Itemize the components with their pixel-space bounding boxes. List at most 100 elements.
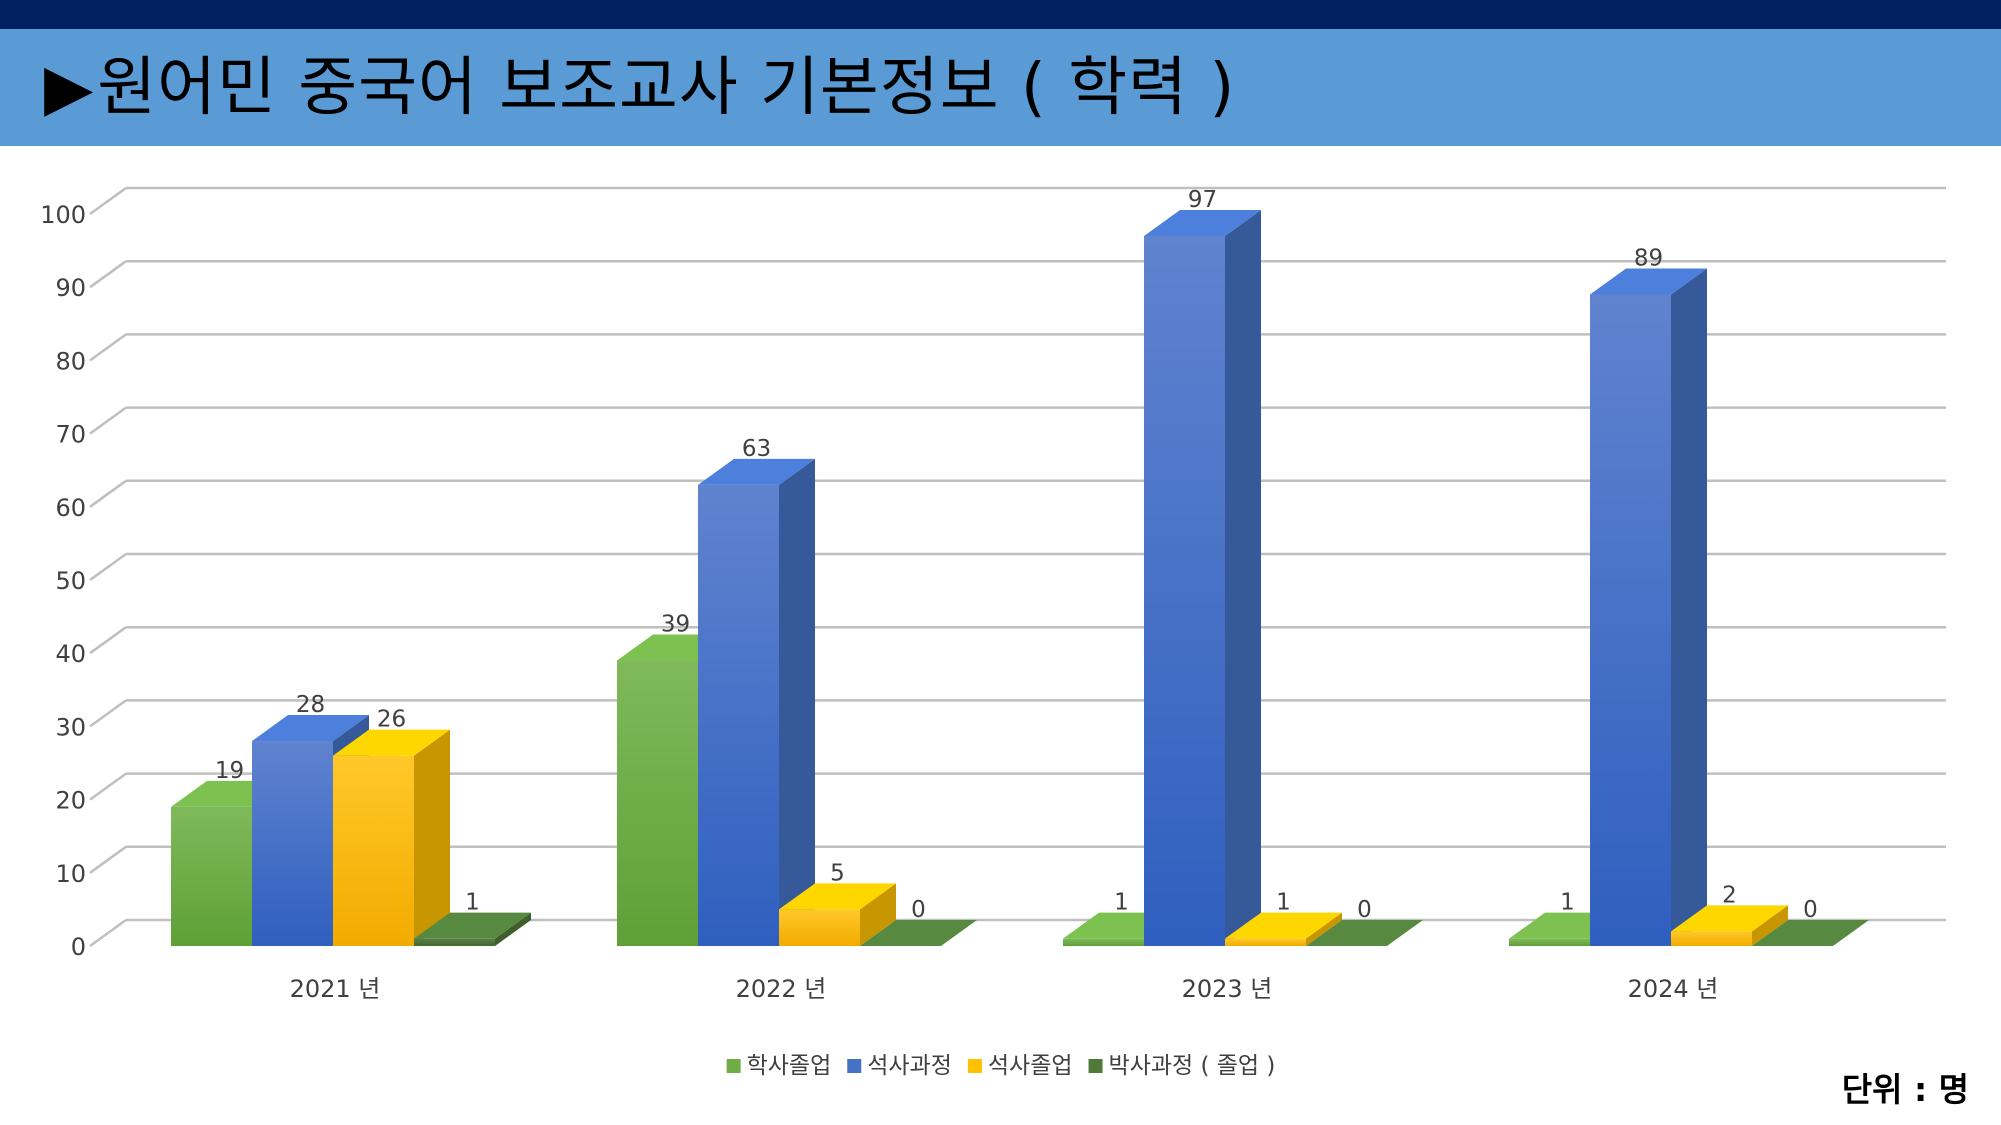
bar xyxy=(1752,920,1869,946)
bar-top xyxy=(860,920,977,946)
y-tick-label: 100 xyxy=(40,201,86,229)
bar xyxy=(1590,268,1707,946)
x-tick-label: 2024 년 xyxy=(1628,975,1719,1003)
bar-front xyxy=(1225,938,1306,946)
bar-front xyxy=(779,909,860,946)
data-label: 2 xyxy=(1722,882,1737,908)
bar-top xyxy=(1590,268,1707,295)
bar-front xyxy=(252,741,333,946)
gridline-diagonal xyxy=(89,626,127,655)
data-label: 97 xyxy=(1188,187,1217,213)
unit-label: 단위 : 명 xyxy=(1841,1070,1969,1109)
bar-top xyxy=(333,729,450,756)
bar-side xyxy=(1306,912,1342,946)
bar-front xyxy=(171,806,252,946)
y-tick-label: 70 xyxy=(55,421,86,449)
x-tick-label: 2021 년 xyxy=(290,975,381,1003)
bar-side xyxy=(1752,905,1788,946)
data-label: 1 xyxy=(1560,890,1575,916)
y-tick-label: 90 xyxy=(55,274,86,302)
bar-top xyxy=(1306,920,1423,946)
gridline-diagonal xyxy=(89,699,127,728)
y-tick-label: 40 xyxy=(55,640,86,668)
x-axis: 2021 년 2022 년 2023 년 2024 년 xyxy=(290,975,1719,1003)
data-label: 1 xyxy=(465,890,480,916)
legend-item: 석사졸업 xyxy=(967,1053,1073,1079)
gridline-diagonal xyxy=(89,845,127,874)
y-tick-label: 0 xyxy=(71,933,86,961)
legend-item: 석사과정 xyxy=(847,1053,952,1079)
legend-label: 박사과정 ( 졸업 ) xyxy=(1109,1053,1276,1079)
legend-item: 학사졸업 xyxy=(726,1053,832,1079)
bar-front xyxy=(1144,235,1225,947)
top-accent-bar xyxy=(0,0,2001,29)
data-label: 5 xyxy=(830,860,845,886)
bar-front xyxy=(1671,931,1752,946)
legend: 학사졸업 석사과정 석사졸업 박사과정 ( 졸업 ) xyxy=(726,1053,1276,1079)
bar xyxy=(1144,209,1261,947)
bar-top xyxy=(1671,905,1788,932)
title-bar: ▶ 원어민 중국어 보조교사 기본정보 ( 학력 ) xyxy=(0,29,2001,146)
bar-front xyxy=(414,938,495,946)
data-label: 0 xyxy=(1803,897,1818,923)
y-tick-label: 10 xyxy=(55,860,86,888)
data-label: 0 xyxy=(1357,897,1372,923)
bar-top xyxy=(1144,209,1261,236)
bar-top xyxy=(1225,912,1342,939)
bar-side xyxy=(1671,268,1707,946)
bars xyxy=(171,209,1869,947)
y-axis: 0 10 20 30 40 50 60 70 80 90 100 xyxy=(40,201,86,961)
bar-top xyxy=(698,458,815,485)
bar-front xyxy=(1509,938,1590,946)
bar-front xyxy=(1590,294,1671,946)
y-tick-label: 60 xyxy=(55,494,86,522)
bar-top xyxy=(414,912,531,939)
play-arrow-icon: ▶ xyxy=(44,50,94,125)
gridline-diagonal xyxy=(89,186,127,216)
bar-side xyxy=(779,458,815,946)
legend-item: 박사과정 ( 졸업 ) xyxy=(1088,1053,1276,1079)
data-label: 89 xyxy=(1634,246,1663,272)
data-label: 19 xyxy=(215,758,244,784)
bar xyxy=(414,912,531,946)
y-tick-label: 50 xyxy=(55,567,86,595)
bar-side xyxy=(1225,209,1261,947)
bar-side xyxy=(495,912,531,946)
bar-top xyxy=(779,883,896,910)
data-label: 39 xyxy=(661,612,690,638)
bar-front xyxy=(617,660,698,946)
legend-label: 학사졸업 xyxy=(747,1053,832,1079)
gridline-diagonal xyxy=(89,552,127,582)
bar xyxy=(860,920,977,946)
bar xyxy=(698,458,815,946)
y-tick-label: 80 xyxy=(55,347,86,375)
gridline-diagonal xyxy=(89,260,127,289)
bar-top xyxy=(252,715,369,742)
data-label: 1 xyxy=(1114,890,1129,916)
data-label: 1 xyxy=(1276,890,1291,916)
bar-front xyxy=(698,484,779,946)
bar xyxy=(1671,905,1788,946)
gridline-diagonal xyxy=(89,918,127,948)
data-label: 28 xyxy=(296,692,325,718)
legend-swatch xyxy=(847,1059,862,1073)
bar xyxy=(1306,920,1423,946)
data-label: 63 xyxy=(742,436,771,462)
legend-label: 석사졸업 xyxy=(988,1053,1073,1079)
bar-front xyxy=(1063,938,1144,946)
data-label: 0 xyxy=(911,897,926,923)
bar-front xyxy=(333,755,414,946)
legend-swatch xyxy=(1088,1059,1103,1073)
bar-side xyxy=(414,729,450,946)
gridline-diagonal xyxy=(89,333,127,362)
page-title: 원어민 중국어 보조교사 기본정보 ( 학력 ) xyxy=(97,50,1236,125)
legend-label: 석사과정 xyxy=(867,1053,952,1079)
x-tick-label: 2023 년 xyxy=(1182,975,1273,1003)
gridline-diagonal xyxy=(89,406,127,435)
gridline-diagonal xyxy=(89,772,127,801)
data-labels: 19 28 26 1 39 63 5 0 1 97 1 0 1 89 2 0 xyxy=(215,187,1818,923)
bar xyxy=(1225,912,1342,946)
x-tick-label: 2022 년 xyxy=(736,975,827,1003)
bar-side xyxy=(860,883,896,946)
